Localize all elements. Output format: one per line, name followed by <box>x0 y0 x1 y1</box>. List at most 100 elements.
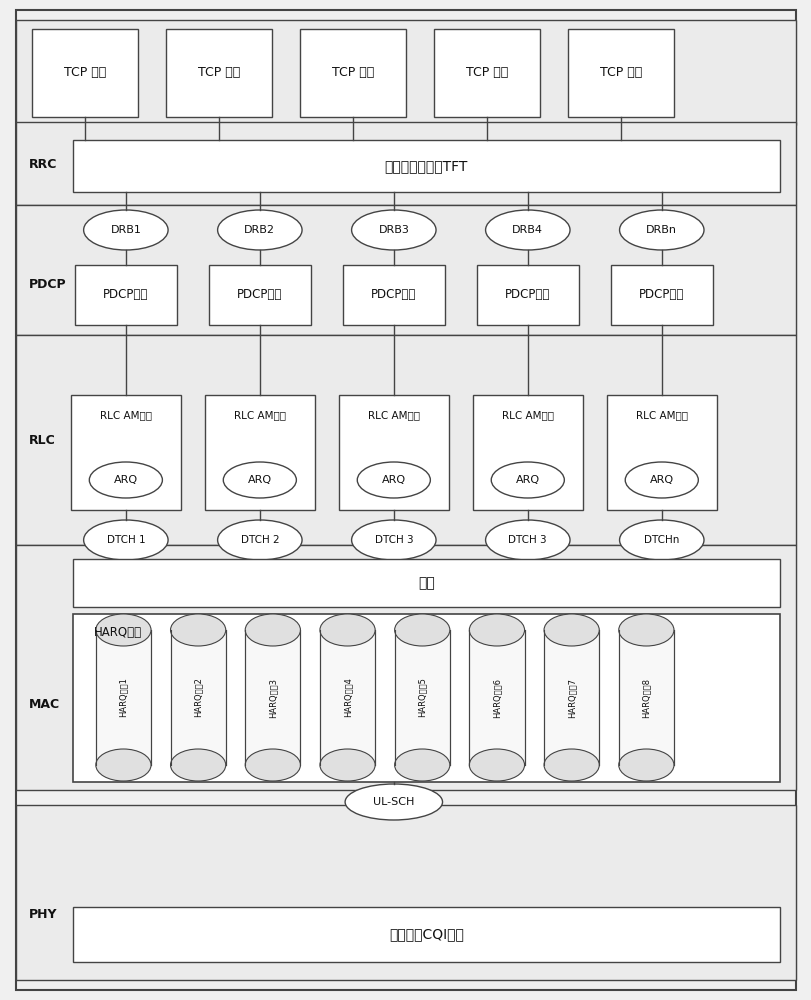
Ellipse shape <box>320 749 375 781</box>
Bar <box>394 630 449 765</box>
Text: PDCP实体: PDCP实体 <box>371 288 416 301</box>
Bar <box>16 335 795 545</box>
Text: RLC AM实体: RLC AM实体 <box>635 410 687 420</box>
Text: HARQ进程5: HARQ进程5 <box>417 678 427 717</box>
Ellipse shape <box>170 749 225 781</box>
Text: ARQ: ARQ <box>247 475 272 485</box>
Text: HARQ进程1: HARQ进程1 <box>118 678 128 717</box>
Text: DTCH 1: DTCH 1 <box>106 535 145 545</box>
Bar <box>477 265 577 325</box>
Ellipse shape <box>351 520 436 560</box>
Text: PDCP: PDCP <box>28 278 66 292</box>
Ellipse shape <box>491 462 564 498</box>
Text: HARQ进程3: HARQ进程3 <box>268 678 277 718</box>
Text: HARQ进程2: HARQ进程2 <box>193 678 203 717</box>
Text: DRB3: DRB3 <box>378 225 409 235</box>
Ellipse shape <box>84 210 168 250</box>
Ellipse shape <box>469 614 524 646</box>
Text: 调度: 调度 <box>418 576 434 590</box>
Bar <box>209 265 311 325</box>
Text: TCP 实体: TCP 实体 <box>466 66 508 80</box>
Ellipse shape <box>223 462 296 498</box>
Ellipse shape <box>624 462 697 498</box>
Text: PDCP实体: PDCP实体 <box>638 288 684 301</box>
Ellipse shape <box>351 210 436 250</box>
Bar <box>16 20 795 125</box>
Ellipse shape <box>96 749 151 781</box>
Text: DTCH 3: DTCH 3 <box>374 535 413 545</box>
Ellipse shape <box>543 614 599 646</box>
Ellipse shape <box>543 749 599 781</box>
Bar <box>71 395 180 510</box>
Bar <box>300 29 406 117</box>
Text: ARQ: ARQ <box>515 475 539 485</box>
Text: RLC AM实体: RLC AM实体 <box>234 410 285 420</box>
Bar <box>618 630 673 765</box>
Bar <box>342 265 444 325</box>
Text: RLC AM实体: RLC AM实体 <box>501 410 553 420</box>
Ellipse shape <box>394 614 449 646</box>
Ellipse shape <box>245 749 300 781</box>
Ellipse shape <box>618 749 673 781</box>
Bar <box>472 395 582 510</box>
Text: TCP 实体: TCP 实体 <box>599 66 642 80</box>
Bar <box>73 907 779 962</box>
Text: PDCP实体: PDCP实体 <box>103 288 148 301</box>
Text: ARQ: ARQ <box>649 475 673 485</box>
Ellipse shape <box>320 614 375 646</box>
Bar <box>607 395 716 510</box>
Text: UL-SCH: UL-SCH <box>373 797 414 807</box>
Bar <box>96 630 151 765</box>
Bar <box>16 122 795 205</box>
Text: HARQ实体: HARQ实体 <box>93 626 141 639</box>
Ellipse shape <box>357 462 430 498</box>
Bar <box>16 205 795 335</box>
Bar <box>568 29 673 117</box>
Ellipse shape <box>245 614 300 646</box>
Bar <box>75 265 177 325</box>
Ellipse shape <box>84 520 168 560</box>
Text: TCP 实体: TCP 实体 <box>332 66 374 80</box>
Text: HARQ进程6: HARQ进程6 <box>491 678 501 718</box>
Ellipse shape <box>170 614 225 646</box>
Bar <box>170 630 225 765</box>
Text: 业务流模板映射TFT: 业务流模板映射TFT <box>384 159 467 173</box>
Bar <box>543 630 599 765</box>
Text: TCP 实体: TCP 实体 <box>198 66 240 80</box>
Text: TCP 实体: TCP 实体 <box>64 66 106 80</box>
Text: DRB1: DRB1 <box>110 225 141 235</box>
Bar <box>204 395 315 510</box>
Ellipse shape <box>217 520 302 560</box>
Bar <box>320 630 375 765</box>
Ellipse shape <box>485 520 569 560</box>
Ellipse shape <box>89 462 162 498</box>
Text: ARQ: ARQ <box>381 475 406 485</box>
Bar <box>166 29 272 117</box>
Text: DRB2: DRB2 <box>244 225 275 235</box>
Text: RLC AM实体: RLC AM实体 <box>100 410 152 420</box>
Text: RLC AM实体: RLC AM实体 <box>367 410 419 420</box>
Text: PDCP实体: PDCP实体 <box>237 288 282 301</box>
Bar <box>32 29 138 117</box>
Bar <box>339 395 448 510</box>
Bar <box>434 29 539 117</box>
Ellipse shape <box>619 520 703 560</box>
Ellipse shape <box>345 784 442 820</box>
Bar <box>469 630 524 765</box>
Ellipse shape <box>96 614 151 646</box>
Ellipse shape <box>394 749 449 781</box>
Bar <box>16 545 795 790</box>
Text: DTCHn: DTCHn <box>643 535 679 545</box>
Ellipse shape <box>618 614 673 646</box>
Text: HARQ进程8: HARQ进程8 <box>641 678 650 718</box>
Bar <box>73 140 779 192</box>
Text: MAC: MAC <box>28 698 59 712</box>
Text: PHY: PHY <box>28 908 57 922</box>
Ellipse shape <box>485 210 569 250</box>
Bar <box>610 265 712 325</box>
Ellipse shape <box>217 210 302 250</box>
Text: PDCP实体: PDCP实体 <box>504 288 550 301</box>
Text: DTCH 2: DTCH 2 <box>240 535 279 545</box>
Ellipse shape <box>469 749 524 781</box>
Bar <box>245 630 300 765</box>
